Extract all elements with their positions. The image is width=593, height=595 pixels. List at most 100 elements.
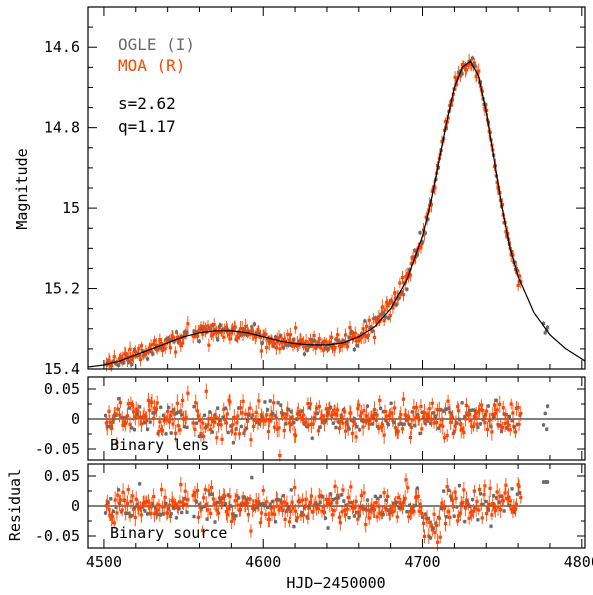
ogle-point — [457, 484, 462, 488]
moa-point — [393, 502, 398, 506]
moa-point — [267, 341, 271, 345]
moa-point — [441, 424, 445, 428]
moa-point — [160, 429, 165, 433]
moa-point — [516, 283, 520, 288]
moa-point — [251, 506, 255, 510]
moa-point — [137, 416, 141, 420]
moa-point — [477, 410, 481, 414]
moa-point — [144, 414, 148, 419]
moa-point — [162, 419, 166, 423]
ogle-point — [365, 335, 370, 339]
moa-point — [212, 503, 216, 507]
ogle-point — [294, 417, 299, 421]
ogle-point — [447, 488, 451, 492]
ogle-point — [281, 412, 285, 416]
ogle-point — [182, 497, 186, 501]
moa-point — [414, 496, 419, 500]
ogle-point — [545, 427, 549, 431]
ogle-point — [494, 496, 498, 500]
moa-point — [175, 336, 179, 340]
moa-point — [408, 273, 413, 277]
moa-point — [377, 316, 381, 320]
y-tick-label: 15.2 — [44, 280, 80, 298]
moa-point — [462, 488, 466, 492]
moa-point — [314, 346, 318, 350]
moa-point — [495, 490, 499, 494]
moa-point — [306, 402, 310, 406]
moa-point — [296, 343, 300, 347]
ogle-point — [426, 217, 430, 221]
ogle-point — [182, 425, 186, 429]
moa-point — [343, 342, 347, 346]
moa-point — [379, 425, 384, 429]
ogle-point — [135, 503, 139, 507]
ogle-point — [407, 268, 412, 272]
ogle-point — [476, 71, 480, 75]
moa-point — [445, 485, 449, 489]
moa-point — [464, 506, 468, 510]
legend-moa: MOA (R) — [118, 56, 185, 75]
moa-point — [194, 401, 198, 405]
ogle-point — [223, 502, 228, 506]
moa-point — [424, 419, 428, 423]
ogle-point — [313, 416, 317, 420]
moa-point — [362, 334, 366, 338]
moa-point — [124, 421, 128, 425]
moa-point — [351, 420, 356, 424]
ogle-point — [315, 344, 320, 348]
moa-point — [446, 399, 450, 403]
moa-point — [287, 338, 292, 342]
residual-lens-ticks: 0.05 0 -0.05 — [35, 377, 585, 460]
moa-point — [357, 339, 361, 343]
moa-point — [160, 505, 165, 509]
moa-point — [233, 499, 237, 503]
ogle-point — [234, 514, 238, 518]
moa-point — [396, 495, 400, 500]
moa-point — [328, 502, 332, 506]
ogle-point — [287, 408, 291, 412]
moa-point — [456, 405, 460, 409]
moa-point — [212, 420, 216, 424]
moa-point — [146, 500, 151, 504]
ogle-point — [386, 508, 391, 512]
moa-point — [425, 412, 429, 416]
moa-point — [441, 504, 445, 508]
moa-point — [262, 502, 266, 506]
ogle-point — [357, 514, 362, 518]
ogle-point — [373, 412, 377, 416]
moa-point — [356, 406, 360, 411]
moa-point — [258, 419, 263, 423]
moa-point — [277, 426, 281, 430]
moa-point — [314, 501, 318, 505]
moa-point — [411, 418, 415, 422]
ogle-point — [103, 413, 108, 418]
ogle-point — [111, 359, 116, 363]
moa-point — [296, 410, 300, 414]
moa-point — [258, 335, 263, 339]
moa-point — [393, 426, 398, 430]
moa-point — [357, 403, 361, 407]
ogle-point — [478, 422, 483, 426]
moa-point — [166, 339, 170, 343]
moa-point — [176, 338, 180, 342]
moa-point — [475, 499, 479, 503]
moa-point — [183, 417, 187, 421]
moa-point — [228, 337, 232, 341]
moa-point — [485, 512, 489, 516]
moa-point — [238, 508, 243, 512]
moa-point — [404, 414, 408, 418]
moa-point — [498, 494, 502, 498]
ogle-point — [263, 400, 267, 404]
ogle-point — [434, 414, 438, 419]
moa-point — [168, 346, 172, 350]
moa-point — [458, 422, 462, 426]
moa-point — [301, 413, 306, 417]
moa-point — [417, 246, 421, 250]
moa-point — [191, 493, 195, 498]
moa-point — [322, 339, 327, 343]
ogle-point — [447, 406, 451, 410]
moa-point — [126, 488, 130, 492]
ogle-point — [289, 488, 293, 492]
moa-point — [365, 508, 369, 512]
moa-point — [335, 413, 339, 417]
